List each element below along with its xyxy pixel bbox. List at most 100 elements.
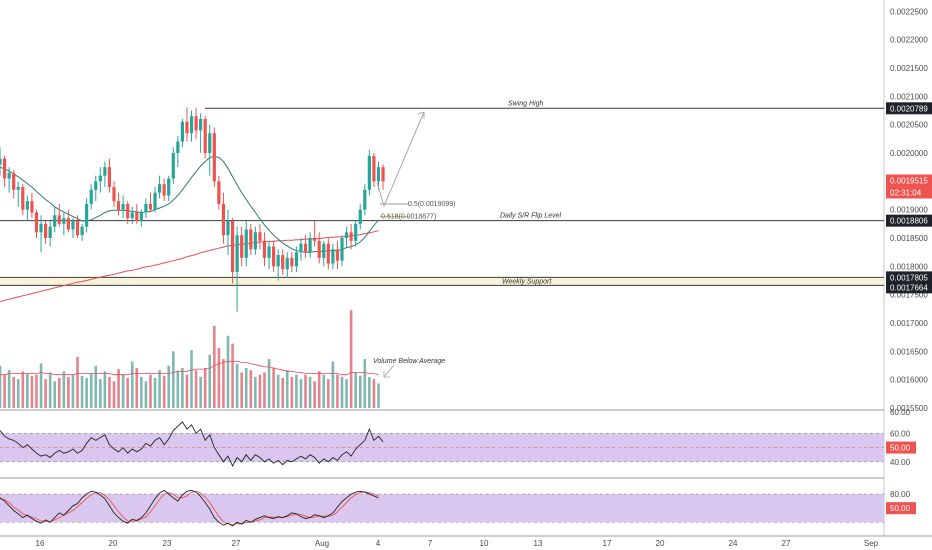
stoch-upper-label: 80.00 (890, 490, 911, 499)
stoch-rsi-pane[interactable] (0, 489, 884, 527)
time-tick-label: 27 (232, 539, 241, 548)
volume-bar (222, 359, 225, 408)
time-tick-label: Aug (315, 539, 329, 548)
candle-body (367, 155, 371, 190)
candle-body (381, 167, 385, 182)
volume-bar (12, 376, 15, 408)
volume-bar (336, 374, 339, 408)
price-pane[interactable] (0, 107, 884, 312)
volume-bar (317, 371, 321, 408)
volume-bar (158, 370, 161, 408)
candle-body (89, 189, 93, 204)
volume-bar (295, 374, 298, 408)
time-tick-label: 10 (480, 539, 489, 548)
volume-bar (153, 378, 157, 408)
candle-body (203, 119, 207, 153)
rsi-mid-tag-bg (886, 441, 916, 454)
candle-body (135, 212, 139, 221)
volume-bar (62, 371, 66, 408)
candle-body (16, 187, 20, 190)
price-tick-label: 0.0017500 (890, 291, 928, 300)
volume-bar (71, 374, 75, 408)
price-tick-label: 0.0019000 (890, 206, 928, 215)
volume-bar (7, 370, 11, 408)
current-price-tag: 0.0019515 (890, 176, 928, 185)
candle-body (308, 238, 312, 253)
volume-bar (313, 381, 316, 408)
price-axis[interactable]: 0.0022500 0.0022000 0.0021500 0.0021000 0.00… (886, 7, 932, 515)
volume-bar (117, 369, 120, 408)
candle-body (276, 255, 280, 267)
candle-body (66, 218, 70, 230)
candle-body (148, 204, 153, 210)
volume-bar (16, 379, 20, 408)
volume-bar (194, 370, 198, 408)
candle-body (189, 116, 194, 134)
volume-bar (363, 359, 367, 408)
candle-body (25, 201, 29, 210)
time-axis[interactable]: 16 20 23 27 Aug 4 7 10 13 17 20 24 27 Sep (36, 539, 879, 548)
volume-bar (135, 368, 139, 408)
candle-body (226, 221, 230, 236)
candle-body (185, 121, 189, 134)
candle-body (335, 249, 340, 261)
candle-body (349, 232, 353, 241)
candle-body (171, 153, 175, 179)
volume-bar (308, 376, 312, 408)
candle-body (340, 238, 344, 261)
rsi-lower-label: 40.00 (890, 458, 911, 467)
volume-bar (140, 376, 143, 408)
volume-bar (327, 379, 330, 408)
candle-body (98, 175, 102, 182)
volume-bar (372, 379, 376, 408)
candle-body (153, 192, 157, 210)
support-top-price-tag: 0.0017805 (890, 273, 928, 282)
candle-body (21, 187, 25, 210)
volume-bar (130, 361, 134, 408)
bar-countdown-tag: 02:31:04 (890, 188, 922, 197)
volume-bar (162, 375, 166, 408)
candle-body (0, 158, 2, 165)
volume-bar (199, 376, 202, 408)
volume-bar (377, 383, 380, 408)
volume-bar (121, 374, 125, 408)
volume-bar (103, 371, 107, 408)
volume-bar (331, 361, 335, 408)
volume-pane (0, 310, 380, 408)
candle-body (194, 116, 198, 131)
time-tick-label: 7 (428, 539, 433, 548)
candle-body (75, 221, 80, 236)
rsi-pane[interactable] (0, 421, 884, 468)
volume-bar (57, 378, 61, 408)
volume-bar (185, 374, 189, 408)
volume-bar (76, 356, 79, 408)
current-price-tag-bg (886, 174, 932, 187)
candle-body (103, 167, 107, 176)
candle-body (94, 181, 98, 190)
volume-bar (108, 376, 111, 408)
time-tick-label: Sep (864, 539, 879, 548)
candle-body (372, 155, 376, 182)
volume-bar (48, 372, 52, 408)
stoch-mid-tag-bg (886, 502, 916, 515)
candle-body (12, 172, 16, 190)
volume-bar (244, 368, 248, 408)
candle-body (39, 223, 43, 233)
candle-body (230, 221, 235, 272)
projection-path (376, 111, 425, 208)
ma-fast-line (0, 155, 379, 253)
volume-bar (263, 372, 266, 408)
volume-bar (80, 375, 84, 408)
volume-bar (276, 374, 280, 408)
candle-body (313, 238, 317, 241)
candle-body (285, 257, 289, 270)
candle-body (53, 215, 57, 227)
candle-body (240, 235, 244, 258)
volume-bar (208, 354, 212, 408)
price-tick-label: 0.0016500 (890, 347, 928, 356)
candle-body (294, 252, 298, 267)
swing-high-label: Swing High (508, 100, 544, 107)
candle-body (344, 232, 349, 238)
